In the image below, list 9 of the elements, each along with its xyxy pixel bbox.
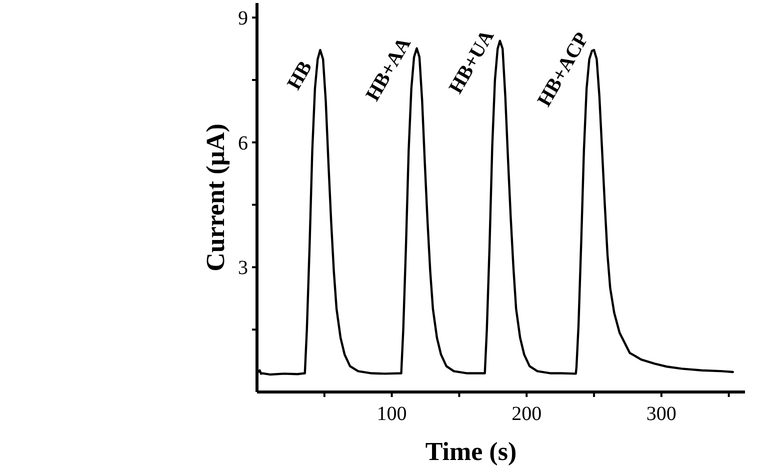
- y-tick-label: 3: [238, 257, 248, 280]
- y-tick-label: 9: [238, 8, 248, 30]
- y-axis-title: Current (μA): [201, 124, 230, 272]
- x-tick-label: 200: [512, 403, 542, 425]
- annotation: HB: [283, 57, 317, 94]
- x-tick-label: 100: [376, 403, 407, 425]
- x-axis-title: Time (s): [425, 437, 517, 466]
- y-tick-label: 6: [238, 132, 248, 154]
- x-tick-label: 300: [646, 403, 676, 425]
